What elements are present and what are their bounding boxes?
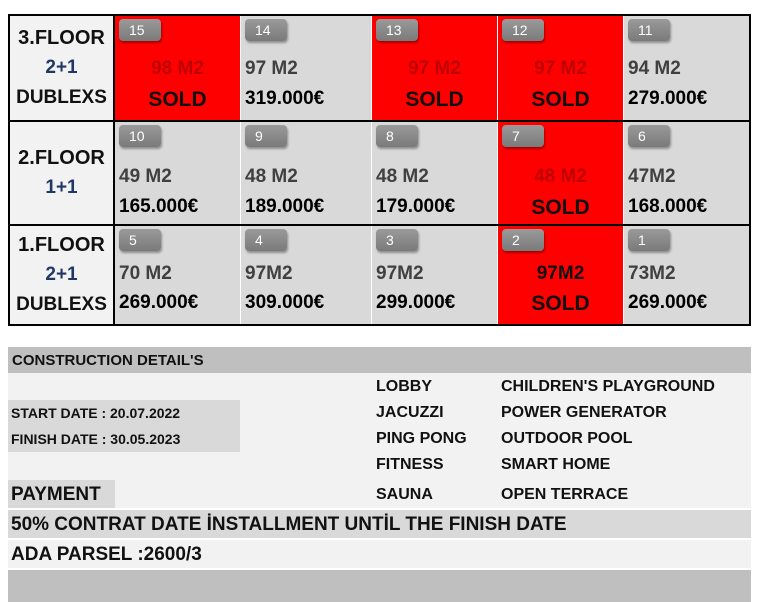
- unit-status: SOLD: [531, 292, 590, 315]
- unit-price: 269.000€: [628, 292, 708, 313]
- unit-area: 97M2: [245, 263, 293, 284]
- unit-13[interactable]: 13 97 M2 SOLD: [372, 16, 498, 120]
- unit-area: 97M2: [376, 263, 424, 284]
- unit-area: 48 M2: [534, 166, 587, 187]
- unit-14[interactable]: 14 97 M2 319.000€: [241, 16, 372, 120]
- unit-price: 299.000€: [376, 292, 456, 313]
- unit-area: 73M2: [628, 263, 676, 284]
- installment-note: 50% CONTRAT DATE İNSTALLMENT UNTİL THE F…: [8, 510, 751, 538]
- unit-number-badge: 14: [245, 19, 287, 41]
- floor-note: DUBLEXS: [16, 87, 107, 108]
- unit-area: 47M2: [628, 166, 676, 187]
- unit-number-badge: 7: [502, 125, 544, 147]
- unit-15[interactable]: 15 98 M2 SOLD: [115, 16, 241, 120]
- unit-area: 97 M2: [534, 58, 587, 79]
- unit-number-badge: 11: [628, 19, 670, 41]
- unit-9[interactable]: 9 48 M2 189.000€: [241, 122, 372, 224]
- floor-row-3: 3.FLOOR 2+1 DUBLEXS 15 98 M2 SOLD 14 97 …: [10, 16, 749, 120]
- unit-number-badge: 3: [376, 229, 418, 251]
- unit-price: 189.000€: [245, 196, 325, 217]
- unit-11[interactable]: 11 94 M2 279.000€: [624, 16, 749, 120]
- floor-row-2: 2.FLOOR 1+1 10 49 M2 165.000€ 9 48 M2 18…: [10, 122, 749, 224]
- amenity-item: SMART HOME: [501, 456, 611, 473]
- floor-label: 1.FLOOR 2+1 DUBLEXS: [10, 226, 115, 324]
- unit-price: 319.000€: [245, 88, 325, 109]
- unit-number-badge: 13: [376, 19, 418, 41]
- unit-number-badge: 2: [502, 229, 544, 251]
- unit-number-badge: 15: [119, 19, 161, 41]
- floor-type: 2+1: [45, 264, 78, 285]
- payment-label: PAYMENT: [8, 480, 115, 508]
- unit-6[interactable]: 6 47M2 168.000€: [624, 122, 749, 224]
- amenity-item: SAUNA: [376, 486, 433, 503]
- start-date: START DATE : 20.07.2022: [8, 400, 240, 426]
- unit-10[interactable]: 10 49 M2 165.000€: [115, 122, 241, 224]
- amenity-item: JACUZZI: [376, 404, 444, 421]
- amenity-item: OPEN TERRACE: [501, 486, 629, 503]
- unit-status: SOLD: [405, 88, 464, 111]
- unit-price: 309.000€: [245, 292, 325, 313]
- unit-area: 70 M2: [119, 263, 172, 284]
- amenity-item: OUTDOOR POOL: [501, 430, 633, 447]
- unit-area: 94 M2: [628, 58, 681, 79]
- unit-area: 49 M2: [119, 166, 172, 187]
- floor-name: 2.FLOOR: [18, 147, 105, 169]
- unit-status: SOLD: [531, 88, 590, 111]
- unit-area: 97 M2: [408, 58, 461, 79]
- unit-5[interactable]: 5 70 M2 269.000€: [115, 226, 241, 324]
- unit-price: 279.000€: [628, 88, 708, 109]
- unit-4[interactable]: 4 97M2 309.000€: [241, 226, 372, 324]
- unit-number-badge: 5: [119, 229, 161, 251]
- floor-note: DUBLEXS: [16, 294, 107, 315]
- ada-parsel: ADA PARSEL :2600/3: [8, 540, 751, 568]
- floor-label: 2.FLOOR 1+1: [10, 122, 115, 224]
- construction-header: CONSTRUCTION DETAIL'S: [8, 347, 751, 373]
- unit-area: 48 M2: [245, 166, 298, 187]
- floor-type: 1+1: [45, 177, 78, 198]
- unit-area: 97M2: [536, 263, 585, 284]
- unit-number-badge: 8: [376, 125, 418, 147]
- amenity-item: PING PONG: [376, 430, 467, 447]
- unit-number-badge: 6: [628, 125, 670, 147]
- unit-area: 97 M2: [245, 58, 298, 79]
- floor-type: 2+1: [45, 57, 78, 78]
- unit-8[interactable]: 8 48 M2 179.000€: [372, 122, 498, 224]
- unit-number-badge: 9: [245, 125, 287, 147]
- amenity-item: CHILDREN'S PLAYGROUND: [501, 378, 715, 395]
- unit-1[interactable]: 1 73M2 269.000€: [624, 226, 749, 324]
- unit-price: 269.000€: [119, 292, 199, 313]
- unit-2[interactable]: 2 97M2 SOLD: [498, 226, 624, 324]
- footer-band: [8, 570, 751, 602]
- unit-7[interactable]: 7 48 M2 SOLD: [498, 122, 624, 224]
- floor-name: 3.FLOOR: [18, 27, 105, 49]
- unit-number-badge: 4: [245, 229, 287, 251]
- unit-12[interactable]: 12 97 M2 SOLD: [498, 16, 624, 120]
- unit-price: 179.000€: [376, 196, 456, 217]
- floor-name: 1.FLOOR: [18, 234, 105, 256]
- amenity-item: FITNESS: [376, 456, 444, 473]
- unit-number-badge: 1: [628, 229, 670, 251]
- amenity-item: LOBBY: [376, 378, 432, 395]
- floor-row-1: 1.FLOOR 2+1 DUBLEXS 5 70 M2 269.000€ 4 9…: [10, 226, 749, 324]
- floor-label: 3.FLOOR 2+1 DUBLEXS: [10, 16, 115, 120]
- unit-status: SOLD: [531, 196, 590, 219]
- unit-number-badge: 10: [119, 125, 161, 147]
- unit-status: SOLD: [148, 88, 207, 111]
- unit-number-badge: 12: [502, 19, 544, 41]
- unit-price: 168.000€: [628, 196, 708, 217]
- unit-area: 48 M2: [376, 166, 429, 187]
- unit-price: 165.000€: [119, 196, 199, 217]
- amenity-item: POWER GENERATOR: [501, 404, 667, 421]
- unit-area: 98 M2: [151, 58, 204, 79]
- finish-date: FINISH DATE : 30.05.2023: [8, 426, 240, 452]
- unit-3[interactable]: 3 97M2 299.000€: [372, 226, 498, 324]
- floor-plan-grid: 3.FLOOR 2+1 DUBLEXS 15 98 M2 SOLD 14 97 …: [8, 14, 751, 326]
